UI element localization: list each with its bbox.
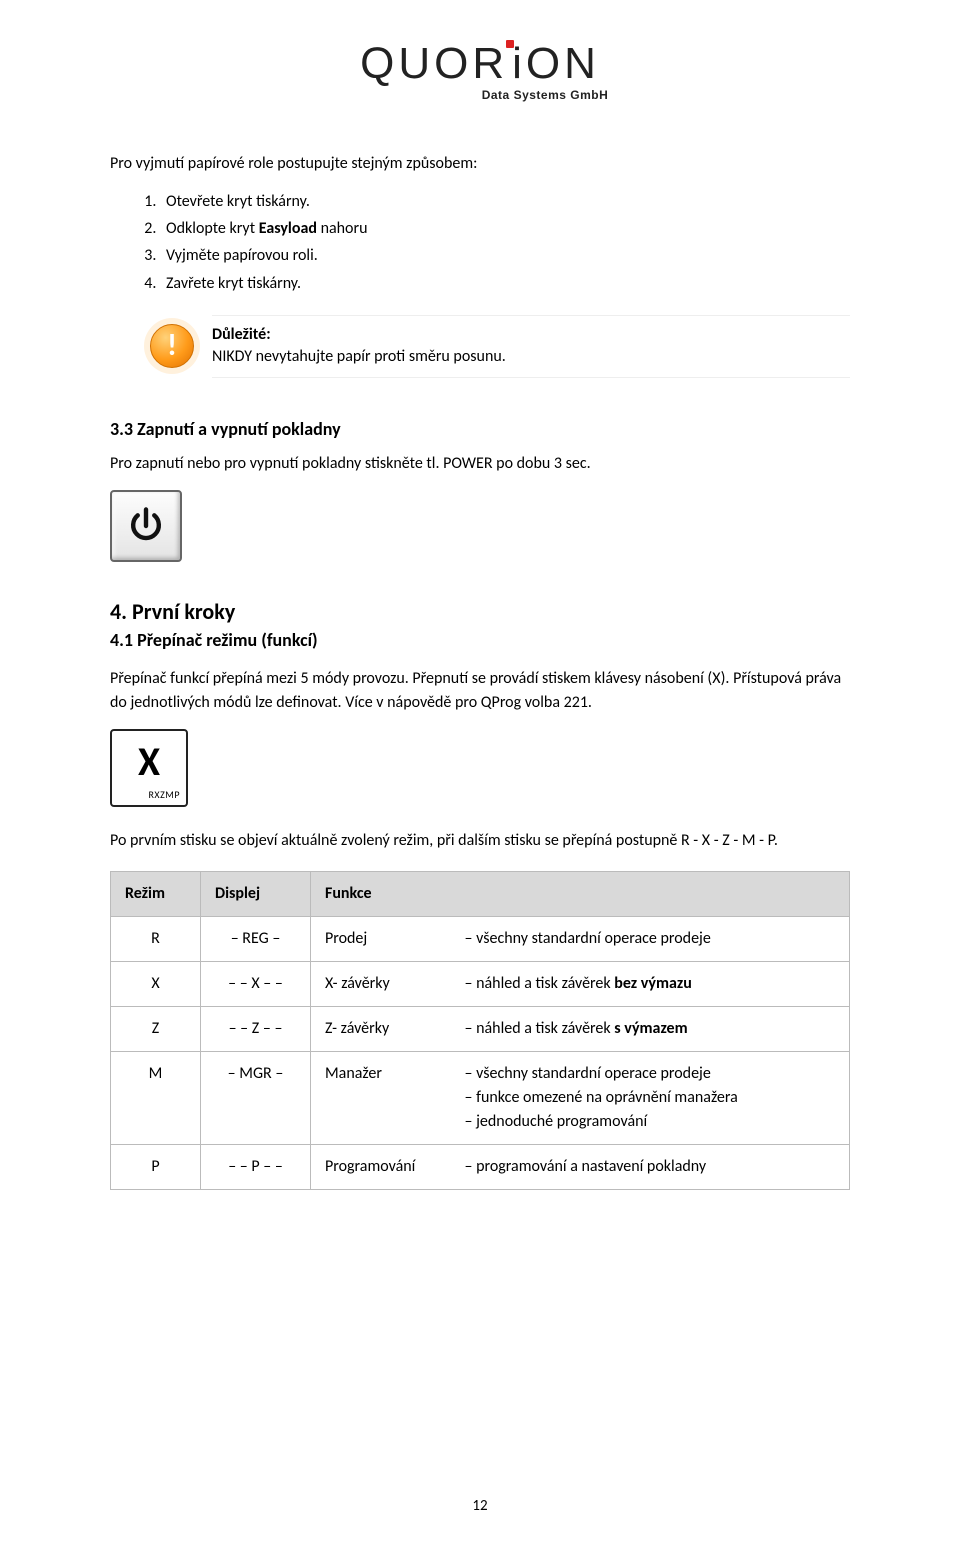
after-key-text: Po prvním stisku se objeví aktuálně zvol… [110,829,850,853]
table-row: R– REG –Prodej– všechny standardní opera… [111,916,850,961]
brand-logo: QUORiON Data Systems GmbH [110,40,850,102]
th-funkce: Funkce [311,871,850,916]
warning-icon: ! [150,324,194,368]
cell-rezim: Z [111,1006,201,1051]
important-note: ! Důležité: NIKDY nevytahujte papír prot… [150,315,850,378]
note-label: Důležité: [212,325,271,344]
x-key-big: X [112,737,186,786]
logo-right: ON [526,39,600,88]
section-4-1-title: 4.1 Přepínač režimu (funkcí) [110,629,850,651]
section-4-1-text: Přepínač funkcí přepíná mezi 5 módy prov… [110,667,850,715]
cell-funkce: Programování [311,1144,451,1189]
th-rezim: Režim [111,871,201,916]
cell-rezim: P [111,1144,201,1189]
cell-displej: – – P – – [201,1144,311,1189]
x-key-small: RXZMP [148,788,180,801]
cell-rezim: R [111,916,201,961]
cell-displej: – REG – [201,916,311,961]
page-number: 12 [0,1497,960,1515]
step-item: Vyjměte papírovou roli. [160,242,850,269]
power-icon [124,504,168,548]
cell-funkce-desc: – všechny standardní operace prodeje– fu… [451,1051,850,1144]
step-item: Odklopte kryt Easyload nahoru [160,215,850,242]
cell-funkce-desc: – náhled a tisk závěrek bez výmazu [451,961,850,1006]
x-key-icon: X RXZMP [110,729,188,807]
cell-rezim: X [111,961,201,1006]
logo-subtitle: Data Systems GmbH [110,88,850,102]
cell-funkce-desc: – programování a nastavení pokladny [451,1144,850,1189]
intro-text: Pro vyjmutí papírové role postupujte ste… [110,152,850,176]
table-row: P– – P – –Programování– programování a n… [111,1144,850,1189]
cell-funkce: X- závěrky [311,961,451,1006]
section-3-3-title: 3.3 Zapnutí a vypnutí pokladny [110,418,850,440]
logo-left: QUOR [360,39,508,88]
section-4-title: 4. První kroky [110,598,850,625]
table-row: Z– – Z – –Z- závěrky– náhled a tisk závě… [111,1006,850,1051]
power-key-icon [110,490,182,562]
step-item: Otevřete kryt tiskárny. [160,188,850,215]
cell-displej: – – Z – – [201,1006,311,1051]
cell-funkce: Prodej [311,916,451,961]
cell-funkce: Z- závěrky [311,1006,451,1051]
cell-displej: – – X – – [201,961,311,1006]
modes-table: Režim Displej Funkce R– REG –Prodej– vše… [110,871,850,1190]
table-row: M– MGR –Manažer– všechny standardní oper… [111,1051,850,1144]
note-body: NIKDY nevytahujte papír proti směru posu… [212,347,506,366]
th-displej: Displej [201,871,311,916]
cell-funkce-desc: – náhled a tisk závěrek s výmazem [451,1006,850,1051]
cell-funkce: Manažer [311,1051,451,1144]
step-item: Zavřete kryt tiskárny. [160,270,850,297]
cell-rezim: M [111,1051,201,1144]
table-row: X– – X – –X- závěrky– náhled a tisk závě… [111,961,850,1006]
steps-list: Otevřete kryt tiskárny.Odklopte kryt Eas… [110,188,850,297]
cell-displej: – MGR – [201,1051,311,1144]
cell-funkce-desc: – všechny standardní operace prodeje [451,916,850,961]
section-3-3-text: Pro zapnutí nebo pro vypnutí pokladny st… [110,452,850,476]
